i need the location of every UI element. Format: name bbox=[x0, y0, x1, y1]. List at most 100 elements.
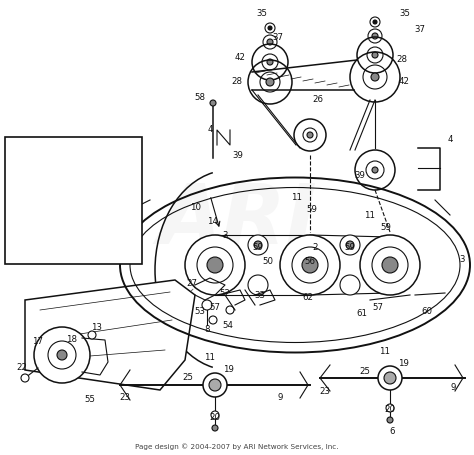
Circle shape bbox=[254, 241, 262, 249]
Circle shape bbox=[210, 100, 216, 106]
Text: 59: 59 bbox=[307, 206, 318, 214]
Text: 59: 59 bbox=[253, 243, 264, 252]
Bar bbox=[5, 136, 142, 264]
Text: 28: 28 bbox=[396, 56, 408, 65]
Circle shape bbox=[48, 341, 76, 369]
Circle shape bbox=[382, 257, 398, 273]
Text: 42: 42 bbox=[235, 54, 246, 62]
Text: 4: 4 bbox=[447, 136, 453, 145]
Circle shape bbox=[378, 366, 402, 390]
Text: 33: 33 bbox=[255, 290, 265, 299]
Text: 9: 9 bbox=[450, 384, 456, 393]
Polygon shape bbox=[25, 280, 195, 390]
Circle shape bbox=[202, 300, 212, 310]
Text: 60: 60 bbox=[421, 308, 432, 317]
Text: 39: 39 bbox=[233, 151, 244, 160]
Text: 61: 61 bbox=[356, 308, 367, 318]
Text: 50: 50 bbox=[263, 258, 273, 267]
Circle shape bbox=[307, 132, 313, 138]
Text: 4: 4 bbox=[207, 126, 213, 135]
Circle shape bbox=[372, 167, 378, 173]
Text: 11: 11 bbox=[365, 211, 375, 219]
Circle shape bbox=[340, 235, 360, 255]
Text: 10: 10 bbox=[191, 203, 201, 212]
Circle shape bbox=[34, 327, 90, 383]
Circle shape bbox=[197, 247, 233, 283]
Circle shape bbox=[384, 372, 396, 384]
Circle shape bbox=[280, 235, 340, 295]
Text: 18: 18 bbox=[66, 335, 78, 344]
Text: 11: 11 bbox=[380, 348, 391, 357]
Text: 42: 42 bbox=[399, 77, 410, 86]
Text: 3: 3 bbox=[222, 231, 228, 239]
Text: 27: 27 bbox=[186, 278, 198, 288]
Circle shape bbox=[386, 404, 394, 412]
Circle shape bbox=[387, 417, 393, 423]
Text: 23: 23 bbox=[119, 394, 130, 403]
Text: 8: 8 bbox=[204, 325, 210, 334]
Text: Page design © 2004-2007 by ARI Network Services, Inc.: Page design © 2004-2007 by ARI Network S… bbox=[135, 444, 339, 450]
Circle shape bbox=[340, 275, 360, 295]
Circle shape bbox=[373, 20, 377, 24]
Text: 17: 17 bbox=[33, 338, 44, 347]
Text: 11: 11 bbox=[292, 192, 302, 202]
Text: 22: 22 bbox=[17, 364, 27, 373]
Circle shape bbox=[372, 33, 378, 39]
Circle shape bbox=[209, 379, 221, 391]
Circle shape bbox=[21, 374, 29, 382]
Text: 57: 57 bbox=[373, 303, 383, 313]
Text: 23: 23 bbox=[319, 388, 330, 396]
Text: 62: 62 bbox=[302, 293, 313, 303]
Circle shape bbox=[57, 350, 67, 360]
Text: 35: 35 bbox=[256, 10, 267, 19]
Text: 53: 53 bbox=[194, 308, 206, 317]
Text: 59: 59 bbox=[381, 223, 392, 233]
Circle shape bbox=[360, 235, 420, 295]
Circle shape bbox=[185, 235, 245, 295]
Circle shape bbox=[267, 39, 273, 45]
Text: 58: 58 bbox=[194, 93, 206, 102]
Text: 2: 2 bbox=[312, 243, 318, 253]
Text: 14: 14 bbox=[208, 217, 219, 227]
Text: 19: 19 bbox=[223, 365, 233, 374]
Text: 28: 28 bbox=[231, 77, 243, 86]
Circle shape bbox=[266, 78, 274, 86]
Circle shape bbox=[207, 257, 223, 273]
Text: ARI: ARI bbox=[157, 180, 317, 261]
Text: 37: 37 bbox=[273, 34, 283, 42]
Text: 54: 54 bbox=[222, 320, 234, 329]
Text: 9: 9 bbox=[277, 394, 283, 403]
Text: 20: 20 bbox=[210, 414, 220, 423]
Text: 6: 6 bbox=[389, 428, 395, 436]
Circle shape bbox=[248, 275, 268, 295]
Text: 25: 25 bbox=[359, 368, 371, 376]
Text: 55: 55 bbox=[84, 395, 95, 404]
Text: 11: 11 bbox=[204, 354, 216, 363]
Text: 13: 13 bbox=[91, 324, 102, 333]
Circle shape bbox=[212, 425, 218, 431]
Circle shape bbox=[372, 247, 408, 283]
Circle shape bbox=[267, 59, 273, 65]
Circle shape bbox=[88, 331, 96, 339]
Circle shape bbox=[372, 52, 378, 58]
Circle shape bbox=[292, 247, 328, 283]
Circle shape bbox=[302, 257, 318, 273]
Text: 35: 35 bbox=[400, 10, 410, 19]
Circle shape bbox=[203, 373, 227, 397]
Text: 37: 37 bbox=[414, 25, 426, 35]
Text: 20: 20 bbox=[384, 405, 395, 415]
Text: 59: 59 bbox=[345, 243, 356, 252]
Text: 3: 3 bbox=[459, 256, 465, 264]
Text: 25: 25 bbox=[182, 374, 193, 383]
Circle shape bbox=[268, 26, 272, 30]
Text: 57: 57 bbox=[210, 303, 220, 313]
Text: 19: 19 bbox=[398, 359, 409, 368]
Text: 56: 56 bbox=[304, 258, 316, 267]
Circle shape bbox=[346, 241, 354, 249]
Circle shape bbox=[371, 73, 379, 81]
Text: 39: 39 bbox=[355, 171, 365, 180]
Text: 52: 52 bbox=[219, 288, 230, 298]
Circle shape bbox=[248, 235, 268, 255]
Text: 26: 26 bbox=[312, 96, 323, 105]
Circle shape bbox=[211, 411, 219, 419]
